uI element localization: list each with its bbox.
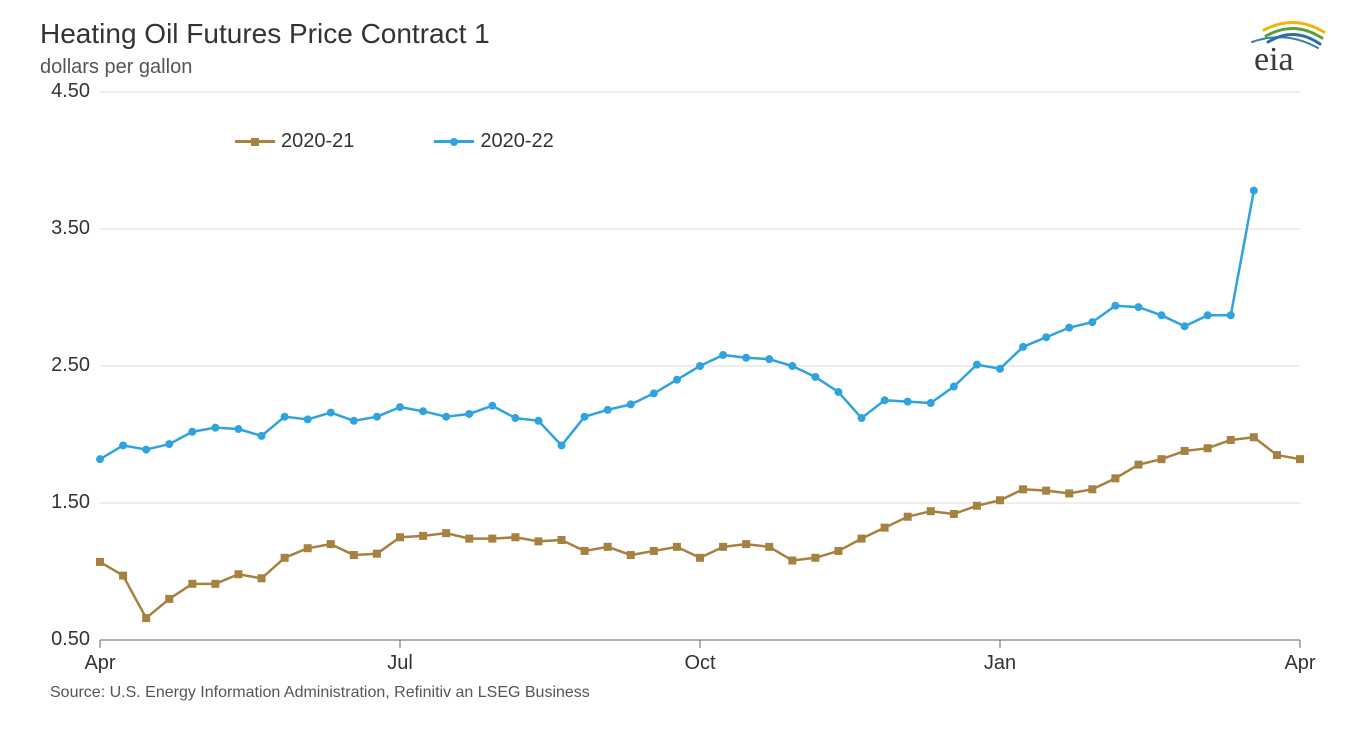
circle-marker-icon xyxy=(450,138,458,146)
y-tick-label: 3.50 xyxy=(32,217,90,240)
legend-item: 2020-22 xyxy=(434,130,553,153)
legend-label: 2020-21 xyxy=(281,130,354,153)
x-tick-label: Jan xyxy=(960,652,1040,675)
chart-subtitle: dollars per gallon xyxy=(40,56,192,79)
legend-item: 2020-21 xyxy=(235,130,354,153)
y-tick-label: 0.50 xyxy=(32,628,90,651)
y-tick-label: 4.50 xyxy=(32,80,90,103)
legend-swatch xyxy=(434,140,474,143)
chart-source: Source: U.S. Energy Information Administ… xyxy=(50,684,590,702)
chart-title: Heating Oil Futures Price Contract 1 xyxy=(40,18,490,50)
x-tick-label: Apr xyxy=(60,652,140,675)
legend-swatch xyxy=(235,140,275,143)
chart-container: Heating Oil Futures Price Contract 1 dol… xyxy=(0,0,1356,738)
x-tick-label: Apr xyxy=(1260,652,1340,675)
x-tick-label: Jul xyxy=(360,652,440,675)
square-marker-icon xyxy=(251,138,259,146)
chart-legend: 2020-21 2020-22 xyxy=(235,130,554,153)
svg-text:eia: eia xyxy=(1254,41,1294,78)
eia-logo: eia xyxy=(1246,18,1326,78)
y-tick-label: 1.50 xyxy=(32,491,90,514)
y-tick-label: 2.50 xyxy=(32,354,90,377)
line-chart xyxy=(100,92,1300,640)
legend-label: 2020-22 xyxy=(480,130,553,153)
x-tick-label: Oct xyxy=(660,652,740,675)
